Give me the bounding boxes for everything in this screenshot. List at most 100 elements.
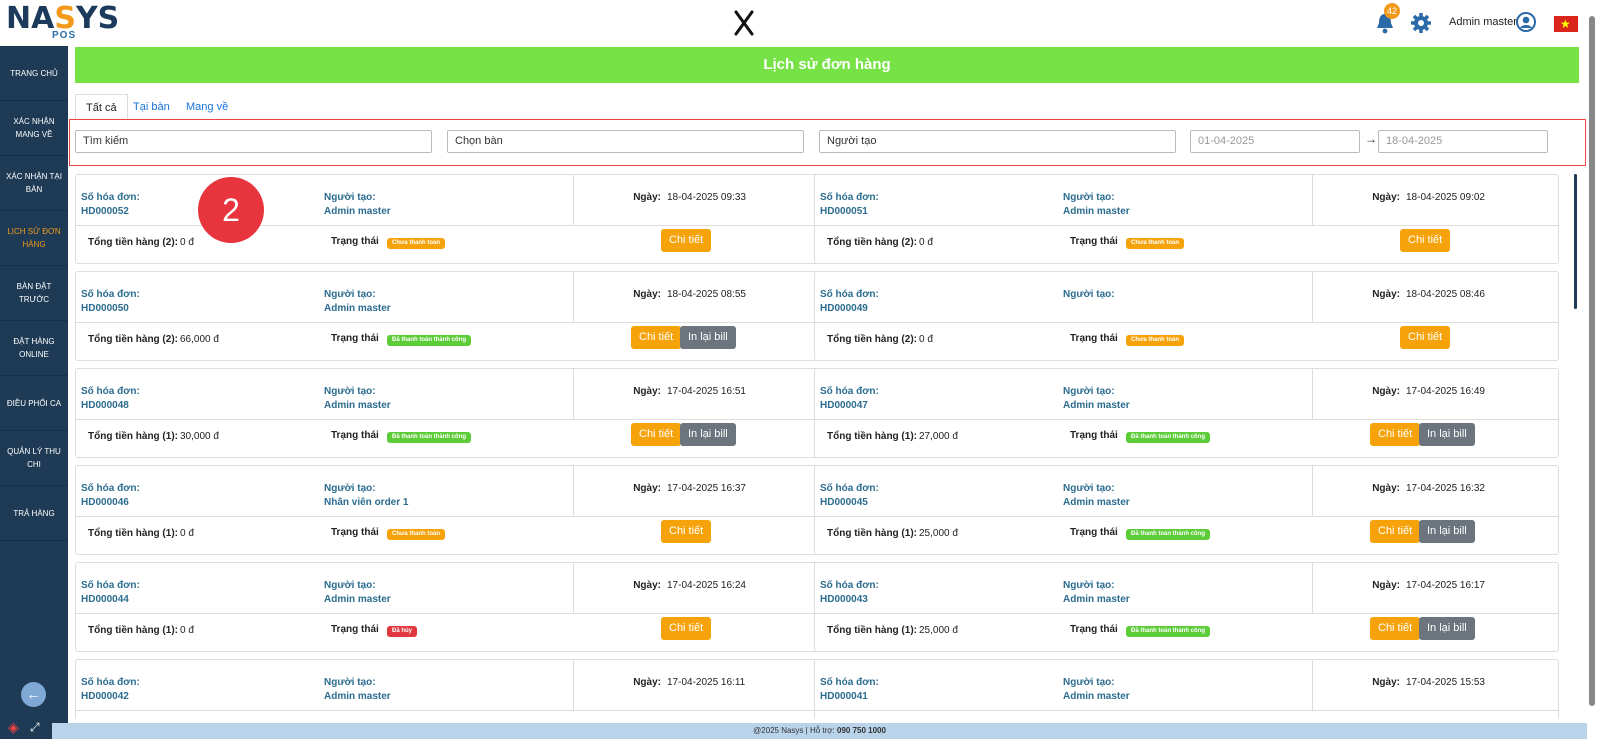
total-value: 30,000 đ — [180, 431, 219, 442]
status-badge: Chưa thanh toán — [1126, 335, 1185, 346]
sidebar-item-shift[interactable]: ĐIỀU PHỐI CA — [0, 376, 68, 431]
date-label: Ngày: — [633, 580, 661, 591]
invoice-label: Số hóa đơn: — [81, 580, 140, 591]
invoice-number[interactable]: HD000041 — [820, 691, 868, 702]
invoice-number[interactable]: HD000050 — [81, 303, 129, 314]
search-input[interactable]: Tìm kiếm — [75, 130, 432, 153]
invoice-number[interactable]: HD000052 — [81, 206, 129, 217]
creator-name: Admin master — [1063, 400, 1130, 411]
reprint-button[interactable]: In lại bill — [1419, 617, 1475, 640]
invoice-number[interactable]: HD000047 — [820, 400, 868, 411]
main-content: Lịch sử đơn hàng Tất cả Tại bàn Mang về … — [68, 46, 1587, 723]
expand-icon[interactable]: ⤢ — [30, 720, 40, 734]
divider — [573, 175, 574, 225]
utensils-icon[interactable] — [732, 10, 756, 36]
creator-name: Admin master — [1063, 691, 1130, 702]
avatar-icon[interactable] — [1516, 12, 1536, 32]
detail-button[interactable]: Chi tiết — [661, 229, 712, 252]
footer-phone: 090 750 1000 — [837, 726, 886, 735]
detail-button[interactable]: Chi tiết — [631, 423, 682, 446]
grid-scrollbar[interactable] — [1574, 174, 1577, 309]
detail-button[interactable]: Chi tiết — [1400, 229, 1451, 252]
invoice-label: Số hóa đơn: — [81, 386, 140, 397]
reprint-button[interactable]: In lại bill — [1419, 520, 1475, 543]
invoice-number[interactable]: HD000046 — [81, 497, 129, 508]
total-value: 25,000 đ — [919, 625, 958, 636]
sidebar-item-online-orders[interactable]: ĐẶT HÀNG ONLINE — [0, 321, 68, 376]
sidebar-item-reservations[interactable]: BÀN ĐẶT TRƯỚC — [0, 266, 68, 321]
status-badge: Đã thanh toán thành công — [387, 432, 471, 443]
status-label: Trạng thái — [1070, 527, 1118, 538]
sidebar-item-cashflow[interactable]: QUẢN LÝ THU CHI — [0, 431, 68, 486]
detail-button[interactable]: Chi tiết — [1400, 326, 1451, 349]
detail-button[interactable]: Chi tiết — [1370, 617, 1421, 640]
sidebar-item-returns[interactable]: TRẢ HÀNG — [0, 486, 68, 541]
date-label: Ngày: — [1372, 386, 1400, 397]
detail-button[interactable]: Chi tiết — [661, 617, 712, 640]
divider — [76, 613, 819, 614]
divider — [573, 369, 574, 419]
vietnam-flag-icon[interactable]: ★ — [1554, 16, 1578, 32]
collapse-sidebar-button[interactable]: ← — [21, 682, 46, 707]
order-date: 18-04-2025 09:02 — [1406, 192, 1485, 203]
invoice-number[interactable]: HD000048 — [81, 400, 129, 411]
sidebar: TRANG CHỦ XÁC NHẬN MANG VỀ XÁC NHẬN TẠI … — [0, 46, 68, 739]
divider — [815, 419, 1558, 420]
invoice-label: Số hóa đơn: — [81, 289, 140, 300]
divider — [815, 322, 1558, 323]
creator-select[interactable]: Người tạo — [819, 130, 1176, 153]
sidebar-item-home[interactable]: TRANG CHỦ — [0, 46, 68, 101]
tab-dine-in[interactable]: Tại bàn — [133, 101, 170, 113]
reprint-button[interactable]: In lại bill — [680, 326, 736, 349]
divider — [1312, 175, 1313, 225]
divider — [815, 225, 1558, 226]
detail-button[interactable]: Chi tiết — [1370, 520, 1421, 543]
page-scrollbar[interactable] — [1589, 16, 1595, 706]
detail-button[interactable]: Chi tiết — [1370, 423, 1421, 446]
divider — [76, 322, 819, 323]
invoice-number[interactable]: HD000042 — [81, 691, 129, 702]
sidebar-item-confirm-takeaway[interactable]: XÁC NHẬN MANG VỀ — [0, 101, 68, 156]
detail-button[interactable]: Chi tiết — [661, 520, 712, 543]
invoice-number[interactable]: HD000045 — [820, 497, 868, 508]
sidebar-item-confirm-dine-in[interactable]: XÁC NHẬN TẠI BÀN — [0, 156, 68, 211]
order-card: Số hóa đơn: HD000047 Người tạo: Admin maste… — [814, 368, 1559, 458]
total-label: Tổng tiền hàng (1): — [827, 625, 917, 636]
top-bar: NASYS POS 42 Admin master ★ — [0, 0, 1600, 46]
order-date: 17-04-2025 16:17 — [1406, 580, 1485, 591]
status-label: Trạng thái — [331, 333, 379, 344]
creator-label: Người tạo: — [1063, 580, 1115, 591]
tab-all[interactable]: Tất cả — [75, 94, 128, 120]
invoice-number[interactable]: HD000043 — [820, 594, 868, 605]
reprint-button[interactable]: In lại bill — [1419, 423, 1475, 446]
invoice-number[interactable]: HD000044 — [81, 594, 129, 605]
order-date: 17-04-2025 16:49 — [1406, 386, 1485, 397]
invoice-label: Số hóa đơn: — [81, 192, 140, 203]
detail-button[interactable]: Chi tiết — [631, 326, 682, 349]
user-name[interactable]: Admin master — [1449, 16, 1517, 28]
order-card: Số hóa đơn: HD000050 Người tạo: Admin maste… — [75, 271, 820, 361]
order-card: Số hóa đơn: HD000048 Người tạo: Admin maste… — [75, 368, 820, 458]
divider — [76, 419, 819, 420]
order-date: 17-04-2025 16:24 — [667, 580, 746, 591]
gear-icon[interactable] — [1410, 12, 1432, 34]
footer-text: @2025 Nasys | Hỗ trợ: — [753, 726, 835, 735]
date-label: Ngày: — [1372, 289, 1400, 300]
date-from-input[interactable]: 01-04-2025 — [1190, 130, 1360, 153]
order-date: 17-04-2025 15:53 — [1406, 677, 1485, 688]
table-select[interactable]: Chọn bàn — [447, 130, 804, 153]
invoice-label: Số hóa đơn: — [820, 289, 879, 300]
creator-label: Người tạo: — [324, 580, 376, 591]
logo[interactable]: NASYS POS — [6, 4, 119, 42]
reprint-button[interactable]: In lại bill — [680, 423, 736, 446]
total-label: Tổng tiền hàng (1): — [827, 528, 917, 539]
logo-sub: POS — [52, 30, 77, 41]
order-card: Số hóa đơn: HD000052 Người tạo: Admin maste… — [75, 174, 820, 264]
status-label: Trạng thái — [1070, 430, 1118, 441]
tab-takeaway[interactable]: Mang về — [186, 101, 229, 113]
sidebar-item-order-history[interactable]: LỊCH SỬ ĐƠN HÀNG — [0, 211, 68, 266]
invoice-number[interactable]: HD000049 — [820, 303, 868, 314]
invoice-number[interactable]: HD000051 — [820, 206, 868, 217]
creator-label: Người tạo: — [324, 192, 376, 203]
date-to-input[interactable]: 18-04-2025 — [1378, 130, 1548, 153]
